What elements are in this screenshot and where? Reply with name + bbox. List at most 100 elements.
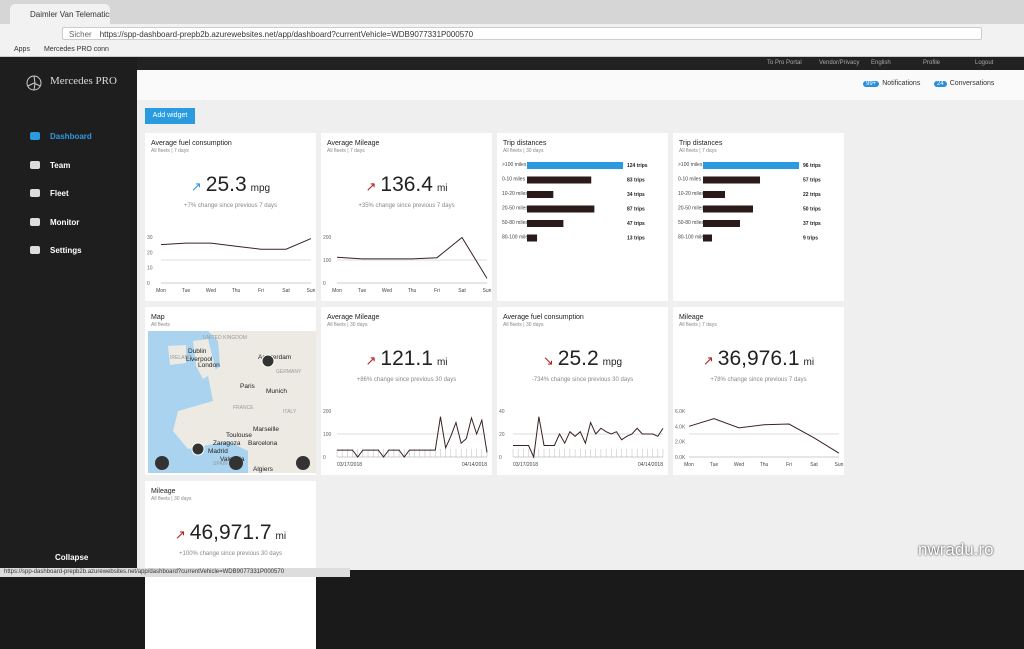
widget-subtitle: All fleets | 7 days [679,322,717,328]
x-label: 04/14/2018 [638,462,663,468]
notifications[interactable]: 99+ Notifications [863,80,920,87]
top-link[interactable]: Vendor/Privacy [819,60,860,66]
nav-icon [30,189,40,197]
nav-item[interactable]: Monitor [50,217,80,227]
place-label: Algiers [253,466,274,473]
x-label: Tue [182,288,191,294]
header: 99+ Notifications 24 Conversations [137,70,1024,100]
row-value: 87 trips [627,207,645,213]
metric: ↗ 46,971.7 mi [145,521,316,545]
y-label: 0 [147,281,150,287]
browser-tab[interactable]: Daimler Van Telematics [10,4,110,24]
x-label: Thu [408,288,417,294]
label: Conversations [949,80,995,87]
widget: Trip distances All fleets | 7 days >100 mi… [673,133,844,301]
nav-item[interactable]: Fleet [50,189,69,198]
y-label: 6.0K [675,409,686,415]
top-link[interactable]: Logout [975,60,994,66]
change-text: +7% change since previous 7 days [184,203,277,209]
x-label: Sat [810,462,818,468]
add-widget-button[interactable]: Add widget [145,108,195,124]
row-label: 0-10 miles [502,177,526,183]
y-label: 30 [147,235,153,241]
x-label: Fri [786,462,792,468]
marker [191,442,205,456]
badge: 99+ [863,81,880,87]
y-label: 2.0K [675,440,686,446]
metric-value: 121.1 [380,347,433,370]
y-label: 20 [499,432,505,438]
x-label: Thu [760,462,769,468]
y-label: 0.0K [675,455,686,461]
bookmark[interactable]: Apps [14,46,30,53]
place-label: Barcelona [248,440,278,447]
top-bar: To Pro Portal Vendor/Privacy English Profil… [137,57,1024,70]
nav-item[interactable]: Dashboard [50,132,92,141]
mini-chart: 200 100 0 Mon Tue Wed Thu Fri Sat Sun [323,235,492,294]
row-value: 47 trips [627,221,645,227]
url-field[interactable]: Sicher https://spp-dashboard-prepb2b.azur… [62,27,982,40]
bar [527,220,564,227]
widget-title: Mileage [151,488,176,495]
x-label: Wed [206,288,216,294]
conversations[interactable]: 24 Conversations [934,80,994,87]
mini-chart: 40 20 0 03/17/2018 04/14/2018 [499,409,664,468]
widget: Average Mileage All fleets | 30 days ↗ 121.… [321,307,492,475]
watermark: nwradu.ro [918,540,994,559]
metric: ↗ 136.4 mi [321,173,492,197]
row-label: 80-100 miles [678,235,707,241]
line [160,238,312,250]
y-label: 0 [323,455,326,461]
trend-arrow: ↗ [702,353,714,368]
metric-value: 25.2 [557,347,599,370]
change-text: +35% change since previous 7 days [358,203,455,209]
badge: 24 [934,81,947,87]
metric-value: 46,971.7 [189,521,272,544]
brand: Mercedes PRO [50,75,117,87]
row-value: 50 trips [803,207,821,213]
row-label: >100 miles [678,162,703,168]
nav-icon [30,132,40,140]
x-label: Sun [835,462,844,468]
top-link[interactable]: To Pro Portal [767,60,802,66]
sidebar: Mercedes PRO Collapse Dashboard Team Fleet… [0,57,137,570]
x-label: Mon [332,288,342,294]
row-value: 57 trips [803,178,821,184]
url: https://spp-dashboard-prepb2b.azurewebsi… [99,30,474,39]
top-link[interactable]: English [871,60,891,66]
bar [527,205,595,213]
status-bar: https://spp-dashboard-prepb2b.azurewebsi… [0,568,350,577]
row-label: 10-20 miles [502,191,528,197]
collapse[interactable]: Collapse [55,553,89,562]
metric: ↗ 121.1 mi [321,347,492,371]
x-label: Fri [434,288,440,294]
place-label: Madrid [208,448,228,455]
widget-subtitle: All fleets [151,322,170,328]
y-label: 4.0K [675,424,686,430]
row-value: 37 trips [803,221,821,227]
nav-item[interactable]: Settings [50,246,82,255]
top-link[interactable]: Profile [923,60,941,66]
place-label: ITALY [283,409,297,415]
row-value: 124 trips [627,163,648,169]
bar-list: >100 miles 96 trips 0-10 miles 57 trips 10-2… [678,162,821,242]
row-value: 9 trips [803,236,818,242]
nav-item[interactable]: Team [50,160,71,170]
bar [703,191,725,198]
mini-chart: 200 100 0 03/17/2018 04/14/2018 [323,409,488,468]
x-label: Sat [458,288,466,294]
place-label: Amsterdam [258,354,291,361]
x-label: Tue [710,462,719,468]
bookmarks-bar: Apps Mercedes PRO conn [0,42,1024,57]
place-label: FRANCE [233,405,254,411]
row-label: 0-10 miles [678,177,702,183]
bookmark[interactable]: Mercedes PRO conn [43,46,109,53]
place-label: London [198,362,220,369]
widget-subtitle: All fleets | 30 days [327,322,368,328]
y-label: 100 [323,432,332,438]
change-text: +100% change since previous 30 days [179,551,282,557]
widget-subtitle: All fleets | 7 days [327,148,365,154]
bar [703,205,753,213]
